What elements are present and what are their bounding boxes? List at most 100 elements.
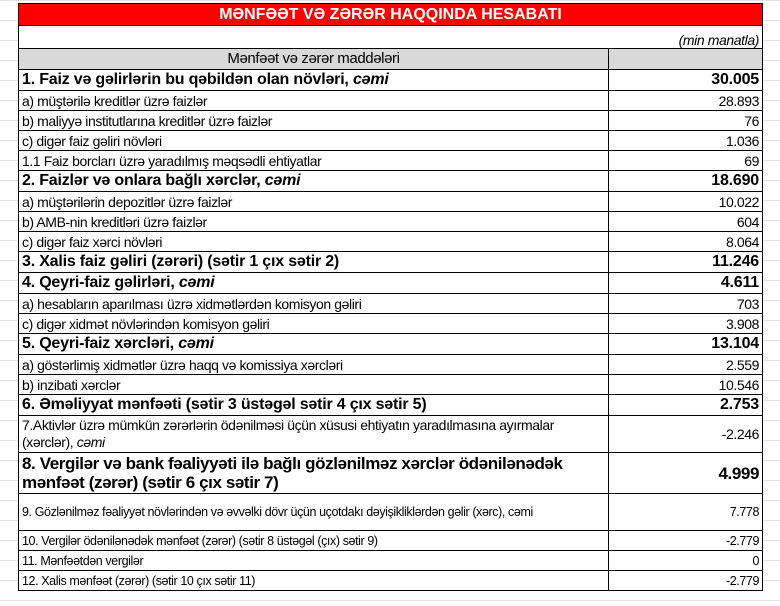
table-row[interactable]: 2. Faizlər və onlara bağlı xərclər, cəmi…: [18, 170, 764, 192]
table-row[interactable]: 9. Gözlənilməz fəaliyyət növlərindən və …: [18, 493, 764, 531]
row-label[interactable]: 7.Aktivlər üzrə mümkün zərərlərin ödənil…: [18, 415, 609, 453]
row-label[interactable]: 12. Xalis mənfəət (zərər) (sətir 10 çıx …: [18, 570, 609, 591]
table-row[interactable]: a) hesabların aparılması üzrə xidmətlərd…: [18, 293, 764, 314]
table-row[interactable]: 5. Qeyri-faiz xərcləri, cəmi 13.104: [18, 333, 764, 355]
row-label[interactable]: 8. Vergilər və bank fəaliyyəti ilə bağlı…: [18, 452, 609, 494]
table-row[interactable]: 10. Vergilər ödənilənədək mənfəət (zərər…: [18, 530, 764, 551]
row-value[interactable]: 13.104: [607, 333, 764, 355]
row-label-text: 2. Faizlər və onlara bağlı xərclər,: [22, 172, 265, 189]
table-row[interactable]: 1.1 Faiz borcları üzrə yaradılmış məqsəd…: [18, 150, 764, 171]
row-value[interactable]: 10.546: [607, 374, 764, 395]
income-statement-table: MƏNFƏƏT VƏ ZƏRƏR HAQQINDA HESABATI (min …: [18, 3, 764, 591]
row-label-text: a) göstərlimiş xidmətlər üzrə haqq və ko…: [22, 356, 343, 373]
row-label[interactable]: 4. Qeyri-faiz gəlirləri, cəmi: [18, 272, 609, 294]
row-label[interactable]: c) digər xidmət növlərindən komisyon gəl…: [18, 313, 609, 334]
row-label[interactable]: 6. Əməliyyat mənfəəti (sətir 3 üstəgəl s…: [18, 394, 609, 416]
row-value[interactable]: 0: [607, 550, 764, 571]
table-row[interactable]: b) maliyyə institutlarına kreditlər üzrə…: [18, 110, 764, 131]
row-label[interactable]: c) digər faiz gəliri növləri: [18, 130, 609, 151]
row-label[interactable]: a) müştərilə kreditlər üzrə faizlər: [18, 90, 609, 111]
row-label[interactable]: 1. Faiz və gəlirlərin bu qəbildən olan n…: [18, 69, 609, 91]
row-value[interactable]: 2.753: [607, 394, 764, 416]
row-value[interactable]: 28.893: [607, 90, 764, 111]
table-row[interactable]: 11. Mənfəətdən vergilər 0: [18, 550, 764, 571]
row-label-text: a) müştərilə kreditlər üzrə faizlər: [22, 92, 208, 109]
row-value[interactable]: 703: [607, 293, 764, 314]
row-value[interactable]: 7.778: [607, 493, 764, 531]
row-label-text: c) digər xidmət növlərindən komisyon gəl…: [22, 315, 270, 332]
row-label-text: 9. Gözlənilməz fəaliyyət növlərindən və …: [22, 504, 533, 519]
row-label[interactable]: c) digər faiz xərci növləri: [18, 231, 609, 252]
row-label[interactable]: b) maliyyə institutlarına kreditlər üzrə…: [18, 110, 609, 131]
header-items: Mənfəət və zərər maddələri: [18, 48, 609, 70]
row-label-text: b) maliyyə institutlarına kreditlər üzrə…: [22, 112, 273, 129]
table-row[interactable]: 12. Xalis mənfəət (zərər) (sətir 10 çıx …: [18, 570, 764, 591]
row-label[interactable]: a) hesabların aparılması üzrə xidmətlərd…: [18, 293, 609, 314]
table-row[interactable]: 1. Faiz və gəlirlərin bu qəbildən olan n…: [18, 69, 764, 91]
row-label[interactable]: 3. Xalis faiz gəliri (zərəri) (sətir 1 ç…: [18, 251, 609, 273]
row-label-text: 6. Əməliyyat mənfəəti (sətir 3 üstəgəl s…: [22, 396, 427, 413]
row-label-text: 5. Qeyri-faiz xərcləri,: [22, 335, 179, 352]
row-label-text: c) digər faiz xərci növləri: [22, 233, 163, 250]
header-row: Mənfəət və zərər maddələri: [18, 48, 764, 70]
row-value[interactable]: 2.559: [607, 354, 764, 375]
table-row[interactable]: 4. Qeyri-faiz gəlirləri, cəmi 4.611: [18, 272, 764, 294]
row-label[interactable]: 9. Gözlənilməz fəaliyyət növlərindən və …: [18, 493, 609, 531]
row-label-emphasis: cəmi: [178, 335, 214, 352]
row-label-text: 8. Vergilər və bank fəaliyyəti ilə bağlı…: [22, 454, 563, 492]
row-value[interactable]: 604: [607, 211, 764, 232]
header-value: [607, 48, 764, 70]
row-value[interactable]: 11.246: [607, 251, 764, 273]
table-row[interactable]: 8. Vergilər və bank fəaliyyəti ilə bağlı…: [18, 452, 764, 494]
row-label-text: 7.Aktivlər üzrə mümkün zərərlərin ödənil…: [22, 417, 555, 450]
row-label-text: 1. Faiz və gəlirlərin bu qəbildən olan n…: [22, 71, 353, 88]
row-label-emphasis: cəmi: [76, 434, 105, 450]
unit-label: (min manatla): [18, 25, 763, 49]
row-label[interactable]: 2. Faizlər və onlara bağlı xərclər, cəmi: [18, 170, 609, 192]
row-label-emphasis: cəmi: [352, 71, 389, 88]
row-label[interactable]: b) AMB-nin kreditləri üzrə faizlər: [18, 211, 609, 232]
row-label-text: c) digər faiz gəliri növləri: [22, 132, 162, 149]
row-value[interactable]: 4.611: [607, 272, 764, 294]
row-value[interactable]: 76: [607, 110, 764, 131]
row-value[interactable]: 1.036: [607, 130, 764, 151]
row-label[interactable]: a) müştərilərin depozitlər üzrə faizlər: [18, 191, 609, 212]
row-value[interactable]: 8.064: [607, 231, 764, 252]
row-label[interactable]: 11. Mənfəətdən vergilər: [18, 550, 609, 571]
row-label-text: b) inzibati xərclər: [22, 376, 121, 393]
row-label-text: 4. Qeyri-faiz gəlirləri,: [22, 274, 179, 291]
row-label-emphasis: cəmi: [178, 274, 215, 291]
table-row[interactable]: c) digər faiz gəliri növləri 1.036: [18, 130, 764, 151]
table-row[interactable]: 3. Xalis faiz gəliri (zərəri) (sətir 1 ç…: [18, 251, 764, 273]
row-value[interactable]: 18.690: [607, 170, 764, 192]
row-value[interactable]: -2.779: [607, 530, 764, 551]
table-row[interactable]: a) göstərlimiş xidmətlər üzrə haqq və ko…: [18, 354, 764, 375]
row-label-text: 3. Xalis faiz gəliri (zərəri) (sətir 1 ç…: [22, 253, 340, 270]
row-value[interactable]: 10.022: [607, 191, 764, 212]
row-label-text: 10. Vergilər ödənilənədək mənfəət (zərər…: [22, 533, 378, 548]
row-value[interactable]: 69: [607, 150, 764, 171]
row-label[interactable]: 1.1 Faiz borcları üzrə yaradılmış məqsəd…: [18, 150, 609, 171]
row-label[interactable]: 5. Qeyri-faiz xərcləri, cəmi: [18, 333, 609, 355]
row-value[interactable]: 30.005: [607, 69, 764, 91]
row-value[interactable]: -2.779: [607, 570, 764, 591]
row-label[interactable]: b) inzibati xərclər: [18, 374, 609, 395]
row-value[interactable]: 4.999: [607, 452, 764, 494]
table-row[interactable]: a) müştərilə kreditlər üzrə faizlər 28.89…: [18, 90, 764, 111]
table-row[interactable]: b) AMB-nin kreditləri üzrə faizlər 604: [18, 211, 764, 232]
row-value[interactable]: 3.908: [607, 313, 764, 334]
row-label-text: a) hesabların aparılması üzrə xidmətlərd…: [22, 295, 362, 312]
row-value[interactable]: -2.246: [607, 415, 764, 453]
table-row[interactable]: b) inzibati xərclər 10.546: [18, 374, 764, 395]
row-label-text: a) müştərilərin depozitlər üzrə faizlər: [22, 193, 233, 210]
table-row[interactable]: a) müştərilərin depozitlər üzrə faizlər 1…: [18, 191, 764, 212]
table-row[interactable]: c) digər faiz xərci növləri 8.064: [18, 231, 764, 252]
table-row[interactable]: 7.Aktivlər üzrə mümkün zərərlərin ödənil…: [18, 415, 764, 453]
report-title: MƏNFƏƏT VƏ ZƏRƏR HAQQINDA HESABATI: [18, 3, 763, 26]
table-row[interactable]: c) digər xidmət növlərindən komisyon gəl…: [18, 313, 764, 334]
table-row[interactable]: 6. Əməliyyat mənfəəti (sətir 3 üstəgəl s…: [18, 394, 764, 416]
row-label-text: 1.1 Faiz borcları üzrə yaradılmış məqsəd…: [22, 152, 322, 169]
row-label[interactable]: a) göstərlimiş xidmətlər üzrə haqq və ko…: [18, 354, 609, 375]
row-label[interactable]: 10. Vergilər ödənilənədək mənfəət (zərər…: [18, 530, 609, 551]
row-label-text: b) AMB-nin kreditləri üzrə faizlər: [22, 213, 207, 230]
